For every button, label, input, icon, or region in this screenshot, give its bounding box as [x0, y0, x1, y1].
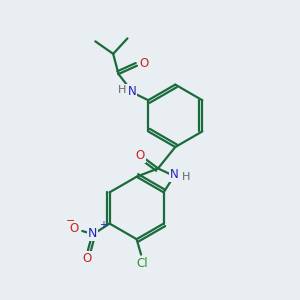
Text: H: H — [118, 85, 126, 95]
Text: O: O — [69, 222, 79, 236]
Text: +: + — [99, 220, 107, 230]
Text: N: N — [128, 85, 136, 98]
Text: O: O — [136, 149, 145, 162]
Text: N: N — [88, 227, 97, 241]
Text: H: H — [182, 172, 190, 182]
Text: O: O — [140, 57, 149, 70]
Text: −: − — [66, 216, 75, 226]
Text: O: O — [83, 252, 92, 265]
Text: N: N — [170, 169, 179, 182]
Text: Cl: Cl — [137, 257, 148, 270]
